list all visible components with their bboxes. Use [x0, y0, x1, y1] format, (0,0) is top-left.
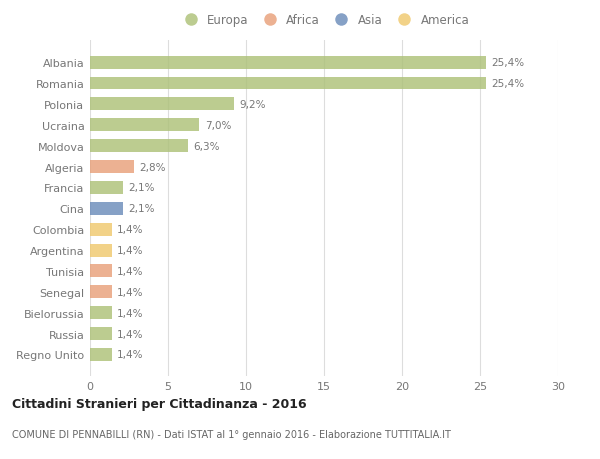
Text: Cittadini Stranieri per Cittadinanza - 2016: Cittadini Stranieri per Cittadinanza - 2…: [12, 397, 307, 410]
Bar: [90, 182, 123, 195]
Text: COMUNE DI PENNABILLI (RN) - Dati ISTAT al 1° gennaio 2016 - Elaborazione TUTTITA: COMUNE DI PENNABILLI (RN) - Dati ISTAT a…: [12, 429, 451, 439]
Text: 1,4%: 1,4%: [118, 329, 144, 339]
Text: 2,1%: 2,1%: [128, 183, 155, 193]
Bar: [90, 56, 486, 69]
Bar: [90, 223, 112, 236]
Text: 6,3%: 6,3%: [194, 141, 220, 151]
Text: 1,4%: 1,4%: [118, 308, 144, 318]
Text: 25,4%: 25,4%: [492, 58, 525, 68]
Text: 7,0%: 7,0%: [205, 121, 231, 130]
Bar: [90, 327, 112, 340]
Bar: [90, 265, 112, 278]
Text: 1,4%: 1,4%: [118, 225, 144, 235]
Bar: [90, 78, 486, 90]
Bar: [90, 202, 123, 215]
Legend: Europa, Africa, Asia, America: Europa, Africa, Asia, America: [174, 10, 474, 32]
Bar: [90, 98, 233, 111]
Bar: [90, 244, 112, 257]
Text: 1,4%: 1,4%: [118, 350, 144, 360]
Text: 25,4%: 25,4%: [492, 79, 525, 89]
Text: 9,2%: 9,2%: [239, 100, 265, 110]
Bar: [90, 348, 112, 361]
Bar: [90, 161, 134, 174]
Bar: [90, 285, 112, 299]
Bar: [90, 119, 199, 132]
Text: 1,4%: 1,4%: [118, 246, 144, 256]
Text: 2,1%: 2,1%: [128, 204, 155, 214]
Bar: [90, 307, 112, 319]
Text: 1,4%: 1,4%: [118, 266, 144, 276]
Bar: [90, 140, 188, 153]
Text: 1,4%: 1,4%: [118, 287, 144, 297]
Text: 2,8%: 2,8%: [139, 162, 166, 172]
